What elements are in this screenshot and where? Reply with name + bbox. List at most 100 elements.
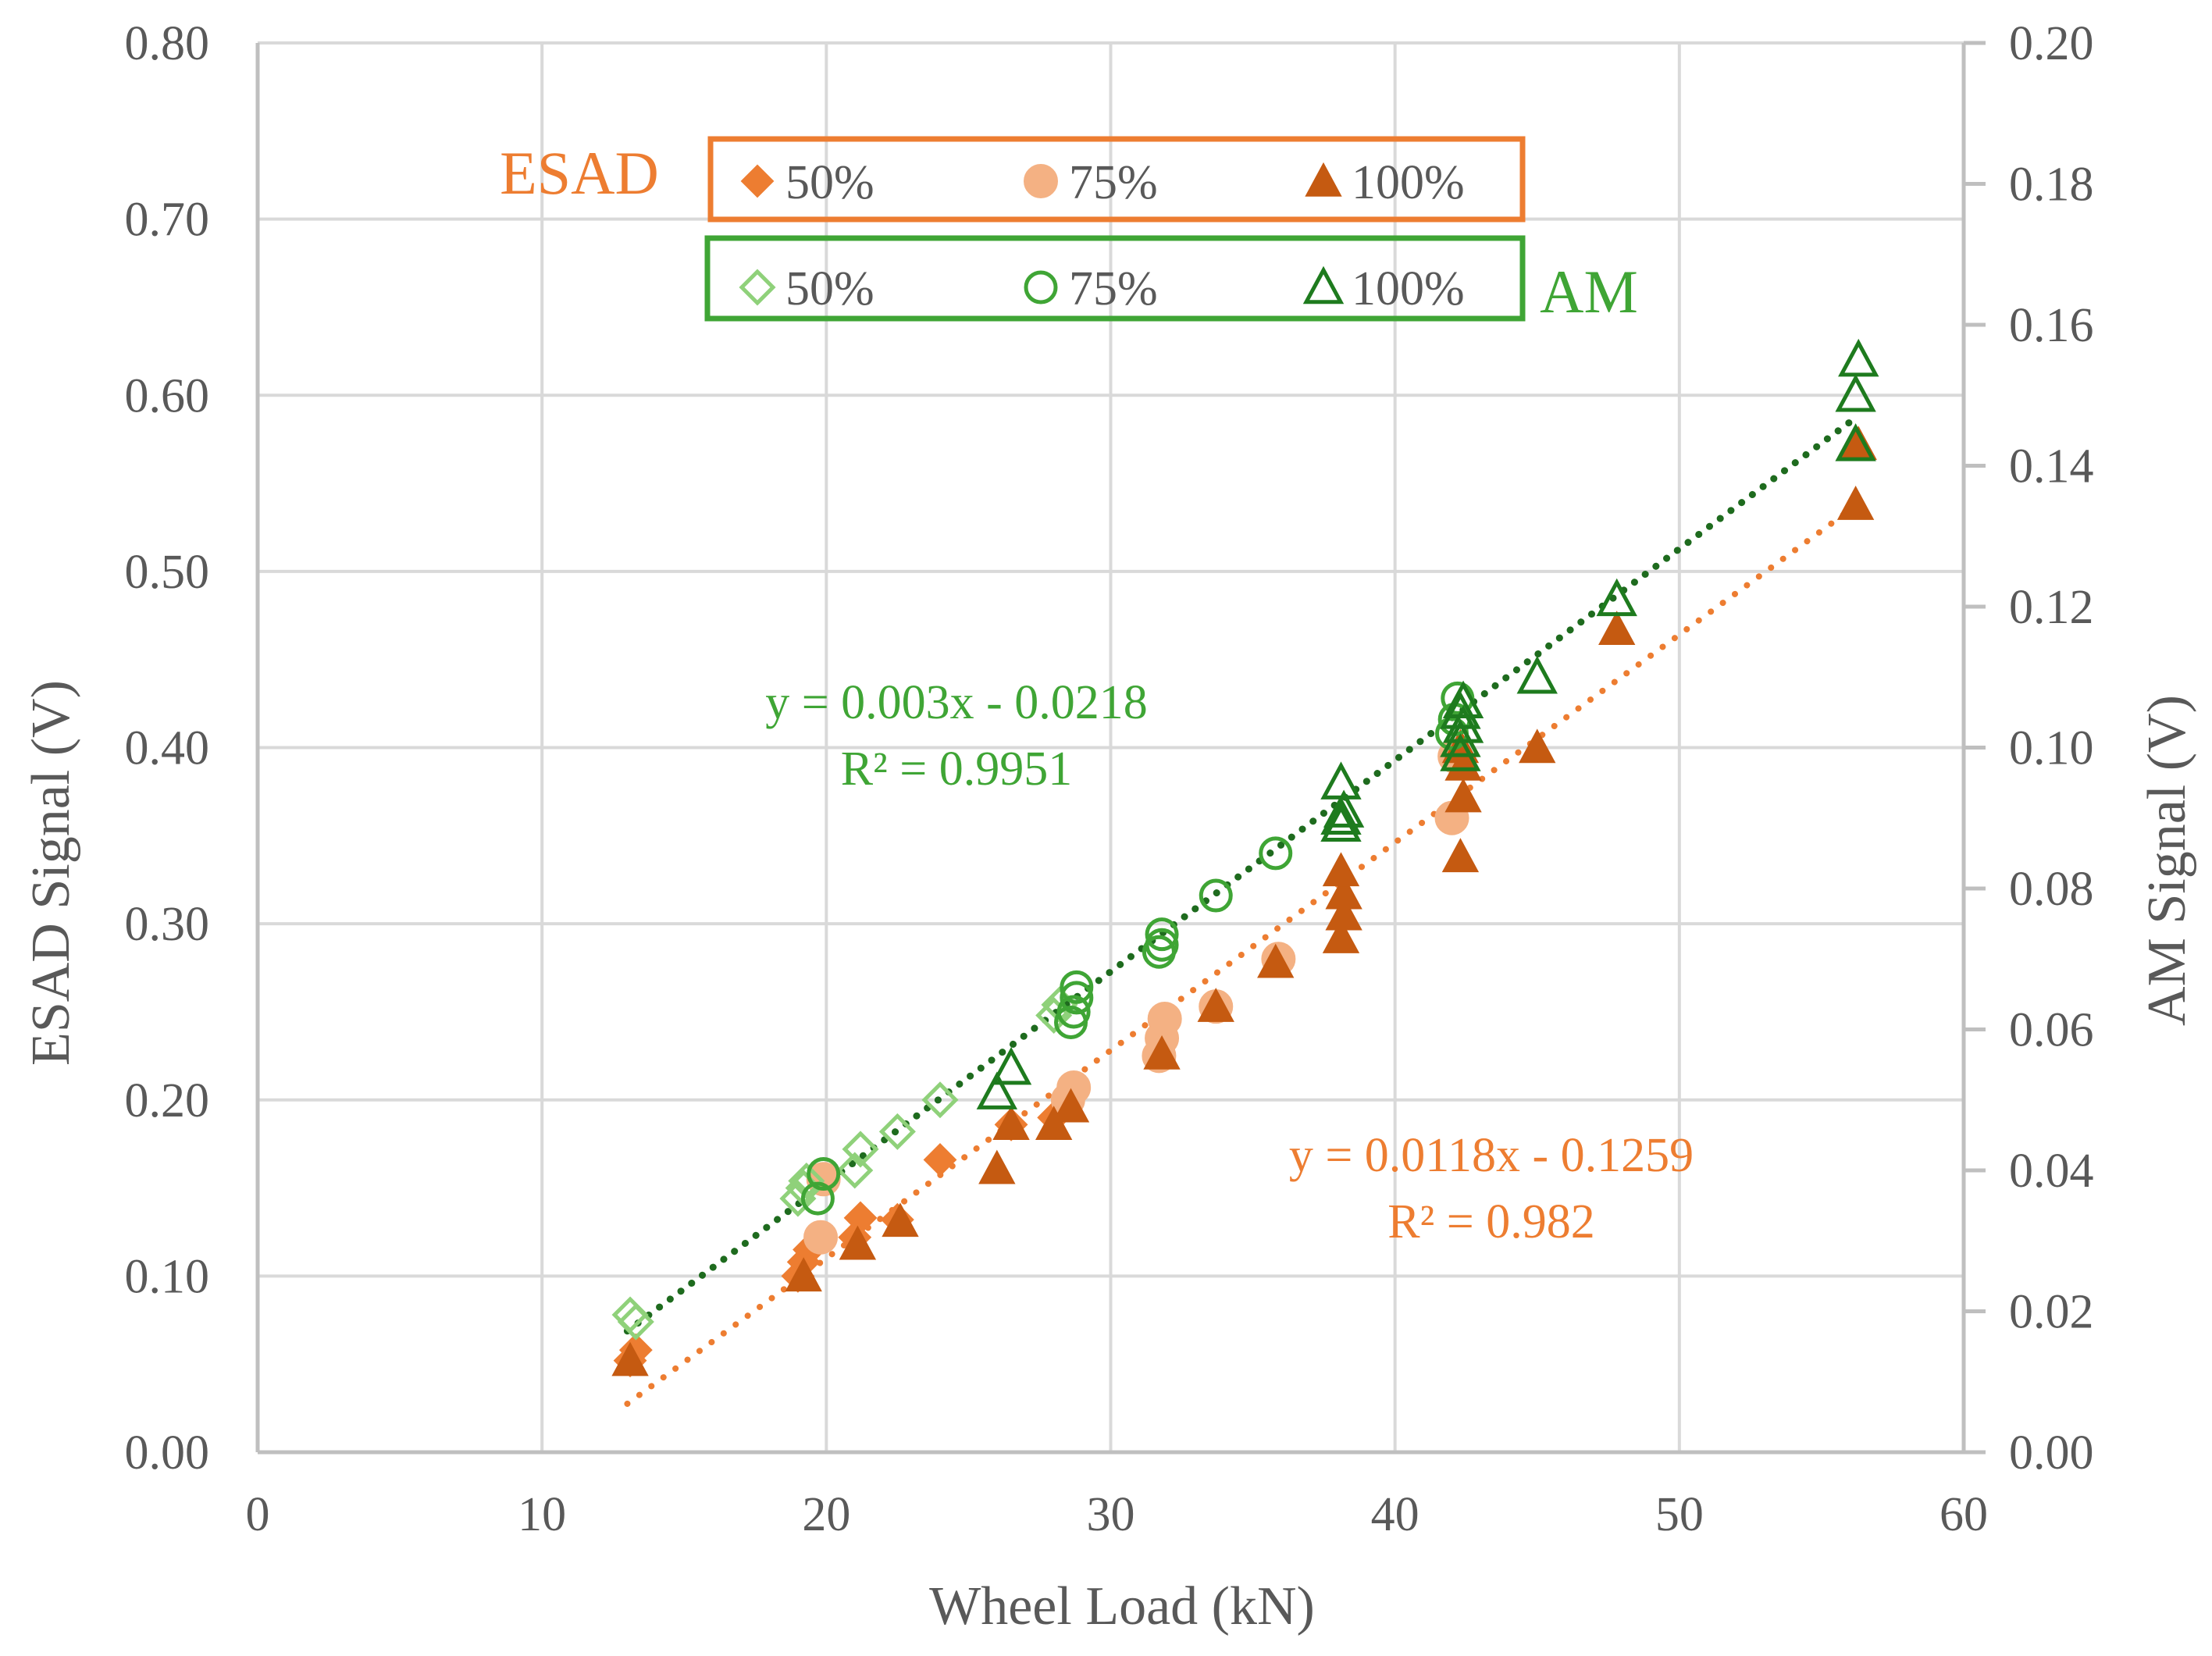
legend-esad-item-label: 75%	[1069, 156, 1158, 209]
data-point	[1836, 486, 1875, 520]
data-point	[978, 1149, 1016, 1184]
data-point	[992, 1106, 1030, 1141]
data-point	[1440, 691, 1481, 729]
data-point	[1442, 680, 1484, 719]
data-point	[1197, 988, 1234, 1022]
y-tick-label: 0.10	[125, 1250, 210, 1303]
legend-am-item-label: 50%	[785, 262, 874, 315]
legend-esad-item-label: 50%	[785, 156, 874, 209]
data-points	[611, 338, 1879, 1378]
axes	[255, 41, 1986, 1455]
data-point	[611, 1341, 649, 1376]
x-tick-label: 10	[518, 1488, 566, 1541]
x-axis-title: Wheel Load (kN)	[929, 1576, 1315, 1636]
legend-am-item-marker	[1302, 265, 1345, 304]
data-point	[1145, 917, 1179, 952]
data-point	[1035, 1106, 1073, 1141]
x-tick-label: 0	[246, 1488, 270, 1541]
data-point	[990, 1046, 1032, 1085]
data-point	[842, 1131, 879, 1168]
data-point	[836, 1152, 874, 1189]
data-point	[788, 1163, 825, 1200]
legend-esad-item-marker	[1024, 164, 1058, 198]
legend-am-item-label: 100%	[1352, 262, 1465, 315]
data-point	[807, 1157, 841, 1191]
data-point	[1325, 874, 1362, 910]
data-point	[1322, 852, 1360, 887]
data-point	[1835, 373, 1876, 412]
x-tick-label: 60	[1940, 1488, 1988, 1541]
y2-tick-label: 0.10	[2009, 722, 2094, 775]
legend-esad-title: ESAD	[500, 139, 659, 207]
y-tick-label: 0.50	[125, 546, 210, 599]
esad-trendline-r2: R² = 0.982	[1387, 1195, 1594, 1248]
y2-tick-label: 0.16	[2009, 299, 2094, 352]
data-point	[976, 1071, 1018, 1109]
legend-esad-item-marker	[740, 164, 775, 198]
y2-tick-label: 0.08	[2009, 863, 2094, 916]
data-point	[1322, 919, 1360, 953]
data-point	[1838, 338, 1879, 377]
legend-am-box	[704, 235, 1526, 322]
x-tick-label: 50	[1655, 1488, 1704, 1541]
data-point	[800, 1181, 835, 1216]
data-point	[1441, 838, 1480, 873]
esad-trendline-equation: y = 0.0118x - 0.1259	[1289, 1129, 1694, 1182]
y2-tick-label: 0.20	[2009, 17, 2094, 70]
esad-trendline	[624, 502, 1859, 1407]
data-point	[839, 1225, 877, 1260]
data-point	[882, 1202, 919, 1238]
am-trendline-equation: y = 0.003x - 0.0218	[765, 676, 1148, 729]
data-point	[1056, 995, 1091, 1029]
y-axis-title: ESAD Signal (V)	[21, 680, 81, 1066]
data-point	[1444, 778, 1482, 813]
legend-esad-item-marker	[1305, 162, 1342, 197]
data-point	[1323, 789, 1365, 828]
data-point	[923, 1143, 957, 1177]
y2-tick-label: 0.06	[2009, 1004, 2094, 1057]
legend-am-title: AM	[1540, 258, 1638, 326]
x-tick-label: 20	[802, 1488, 850, 1541]
data-point	[1060, 970, 1094, 1004]
data-point	[1519, 728, 1556, 764]
legend-am: AM 50% 75% 100%	[704, 235, 1638, 326]
legend-esad-box	[707, 136, 1526, 223]
data-point	[1199, 878, 1233, 913]
legend-esad-item-label: 100%	[1352, 156, 1465, 209]
series-am-100-	[976, 338, 1879, 1109]
am-trendline-r2: R² = 0.9951	[841, 743, 1072, 796]
y2-tick-label: 0.14	[2009, 440, 2094, 493]
y2-axis-title: AM Signal (V)	[2137, 695, 2197, 1026]
data-point	[1320, 761, 1362, 800]
data-point	[921, 1081, 959, 1119]
data-point	[1444, 746, 1482, 781]
legend-am-item-label: 75%	[1069, 262, 1158, 315]
data-point	[1596, 578, 1637, 617]
data-point	[617, 1303, 654, 1341]
y2-tick-label: 0.12	[2009, 581, 2094, 634]
data-point	[1143, 1035, 1181, 1070]
data-point	[1259, 836, 1293, 871]
data-point	[1060, 981, 1094, 1015]
data-point	[1835, 423, 1876, 461]
tick-labels: 0.00 0.10 0.20 0.30 0.40 0.50 0.60 0.70 0.80 0.00…	[125, 17, 2094, 1541]
data-point	[1257, 943, 1295, 978]
data-point	[1145, 928, 1179, 962]
legend-am-item-marker	[739, 269, 776, 306]
data-point	[1598, 611, 1636, 646]
y-tick-label: 0.30	[125, 898, 210, 951]
data-point	[1325, 896, 1362, 931]
legend-am-item-marker	[1024, 270, 1058, 304]
y-tick-label: 0.80	[125, 17, 210, 70]
x-tick-label: 30	[1087, 1488, 1135, 1541]
data-point	[785, 1257, 822, 1292]
y-tick-label: 0.40	[125, 722, 210, 775]
x-tick-label: 40	[1371, 1488, 1419, 1541]
y2-tick-label: 0.02	[2009, 1286, 2094, 1339]
data-point	[878, 1113, 916, 1150]
y2-tick-label: 0.00	[2009, 1426, 2094, 1480]
data-point	[1147, 1001, 1182, 1036]
y2-tick-label: 0.18	[2009, 158, 2094, 212]
